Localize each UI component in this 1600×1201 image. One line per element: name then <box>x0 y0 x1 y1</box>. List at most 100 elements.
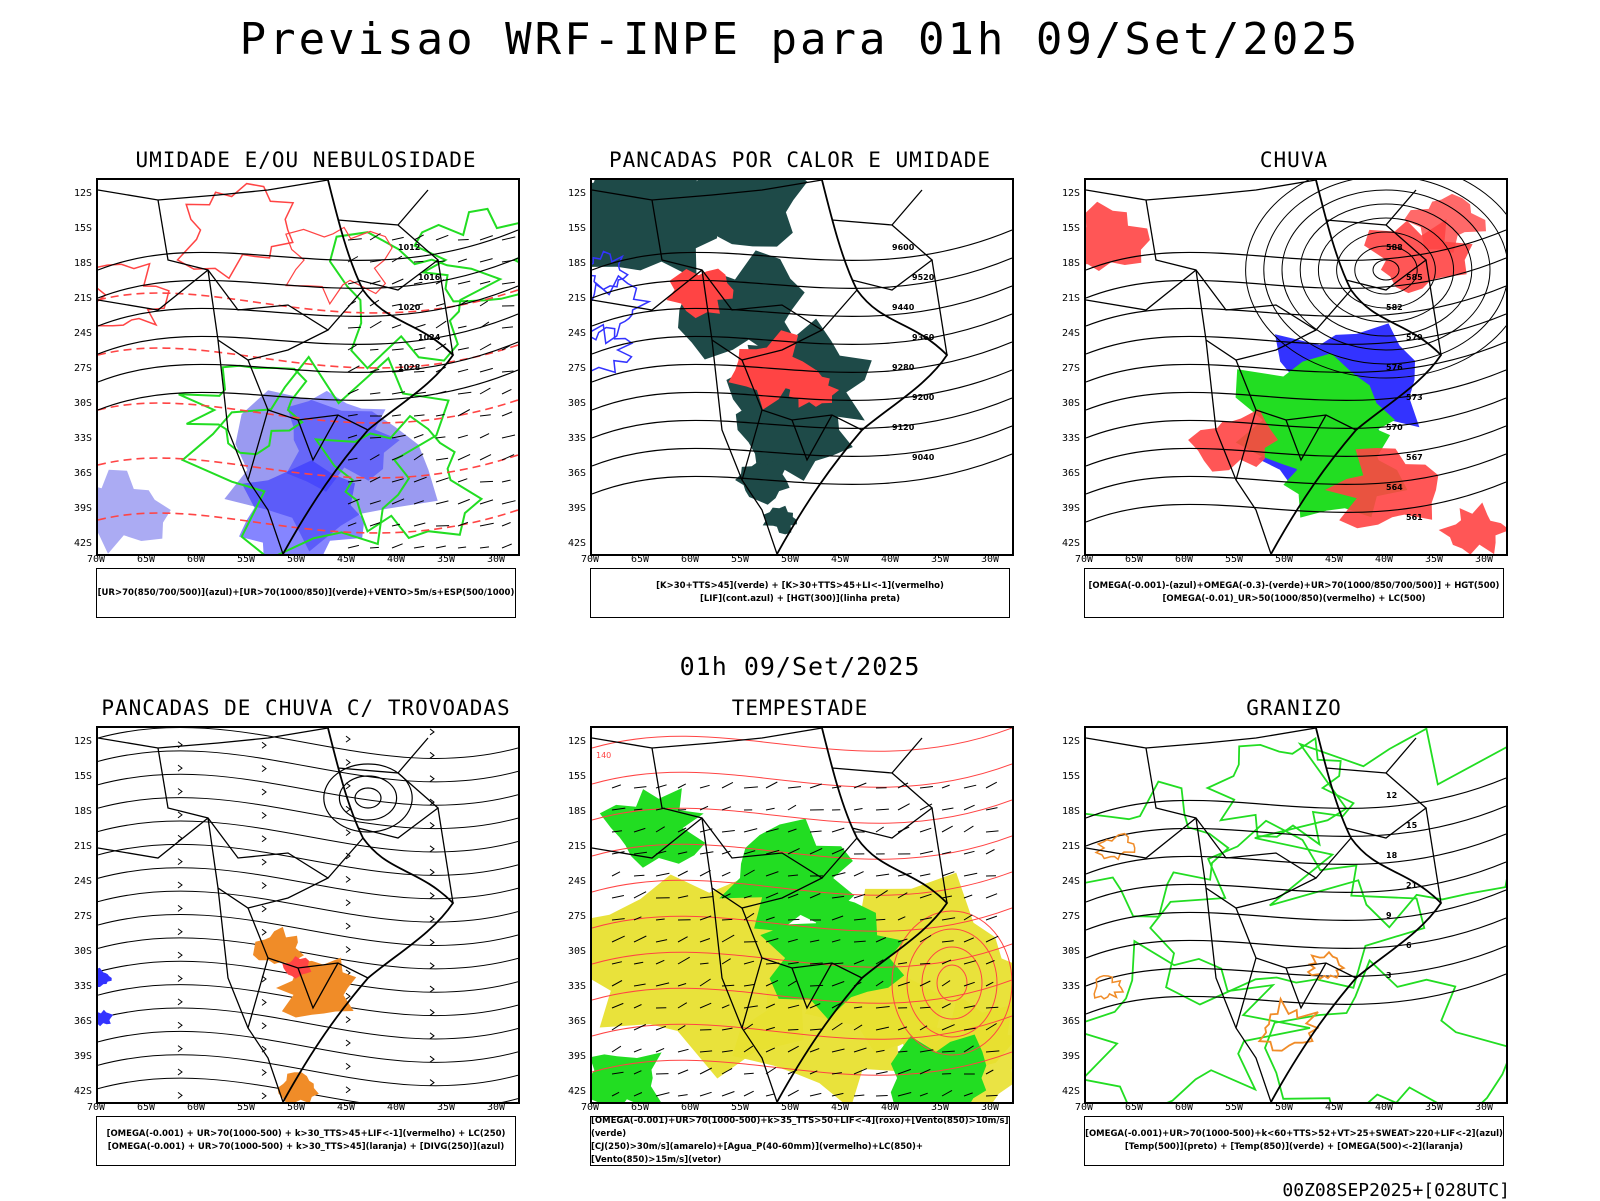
lat-tick-label: 15S <box>62 223 92 234</box>
lat-tick-label: 39S <box>62 503 92 514</box>
contour-label: 9120 <box>892 423 915 432</box>
streamline-arrow <box>430 776 434 782</box>
wind-vector <box>942 785 950 788</box>
lat-tick-label: 30S <box>1050 398 1080 409</box>
lon-tick-label: 65W <box>620 1102 660 1113</box>
streamline-arrow <box>430 822 434 828</box>
lon-tick-label: 40W <box>1364 554 1404 565</box>
wind-vector <box>876 827 884 832</box>
lon-tick-label: 60W <box>670 1102 710 1113</box>
wind-vector <box>414 348 425 350</box>
lat-tick-label: 33S <box>556 433 586 444</box>
streamline-arrow <box>178 929 182 935</box>
wind-vector <box>810 831 822 832</box>
wind-vector <box>458 435 468 438</box>
lon-tick-label: 60W <box>670 554 710 565</box>
streamline-arrow <box>346 993 350 999</box>
legend-line: [Temp(500)](preto) + [Temp(850)](verde) … <box>1125 1141 1463 1154</box>
border-line <box>1086 728 1316 748</box>
contour-label: 1028 <box>398 363 421 372</box>
legend-line: [K>30+TTS>45](verde) + [K>30+TTS>45+LI<-… <box>656 580 944 593</box>
lat-tick-label: 18S <box>556 258 586 269</box>
lat-tick-label: 27S <box>556 911 586 922</box>
wind-vector <box>502 412 512 416</box>
lat-tick-label: 27S <box>1050 911 1080 922</box>
contour-label: 9520 <box>912 273 935 282</box>
lat-tick-label: 36S <box>556 468 586 479</box>
streamline-arrow <box>262 742 266 748</box>
wind-vector <box>480 481 493 482</box>
contour-label: 585 <box>1406 273 1423 282</box>
border-line <box>1146 200 1351 330</box>
contour-label: 9200 <box>912 393 935 402</box>
wind-vector <box>920 874 930 876</box>
lon-tick-label: 45W <box>1314 1102 1354 1113</box>
lon-tick-label: 65W <box>1114 1102 1154 1113</box>
wind-vector <box>502 501 516 504</box>
lat-tick-label: 36S <box>62 468 92 479</box>
panel-title-pancadas-calor: PANCADAS POR CALOR E UMIDADE <box>590 148 1010 172</box>
streamline-arrow <box>178 999 182 1005</box>
isoline <box>1086 918 1506 958</box>
wind-vector <box>414 371 424 372</box>
wind-vector <box>458 259 467 262</box>
wind-vector <box>480 236 493 240</box>
panel-title-pancadas-trovoadas: PANCADAS DE CHUVA C/ TROVOADAS <box>96 696 516 720</box>
wind-vector <box>920 851 933 854</box>
lat-tick-label: 21S <box>62 841 92 852</box>
streamline-arrow <box>262 1093 266 1099</box>
wind-vector <box>436 501 448 504</box>
lat-tick-label: 30S <box>1050 946 1080 957</box>
lon-tick-label: 70W <box>570 1102 610 1113</box>
isoline <box>1086 806 1506 846</box>
streamline <box>98 821 518 852</box>
lon-tick-label: 65W <box>620 554 660 565</box>
streamline-arrow <box>430 963 434 969</box>
legend-line: [UR>70(850/700/500)](azul)+[UR>70(1000/8… <box>98 587 515 600</box>
lat-tick-label: 33S <box>556 981 586 992</box>
streamline-arrow <box>346 1040 350 1046</box>
wind-vector <box>986 916 997 920</box>
wind-vector <box>348 239 362 240</box>
contour-line <box>98 264 169 326</box>
legend-umidade: [UR>70(850/700/500)](azul)+[UR>70(1000/8… <box>96 568 516 618</box>
wind-vector <box>392 544 403 548</box>
streamline-arrow <box>430 986 434 992</box>
lon-tick-label: 35W <box>1414 554 1454 565</box>
lon-tick-label: 55W <box>226 1102 266 1113</box>
wind-vector <box>744 1073 754 1074</box>
wind-vector <box>744 1091 754 1096</box>
omega-contour-orange <box>1308 952 1344 979</box>
wind-vector <box>458 479 467 482</box>
wind-vector <box>436 437 445 438</box>
lat-tick-label: 24S <box>1050 876 1080 887</box>
border-line <box>1086 180 1316 200</box>
wind-vector <box>392 325 401 328</box>
streamline-arrow <box>430 846 434 852</box>
panel-title-granizo: GRANIZO <box>1084 696 1504 720</box>
legend-tempestade: [OMEGA(-0.001)+UR>70(1000-500)+k>35_TTS>… <box>590 1116 1010 1166</box>
streamline-arrow <box>346 830 350 836</box>
wind-vector <box>458 499 470 504</box>
lat-tick-label: 36S <box>556 1016 586 1027</box>
wind-vector <box>832 828 844 832</box>
legend-line: [CJ(250)>30m/s](amarelo)+[Agua_P(40-60mm… <box>591 1141 1009 1167</box>
lat-tick-label: 21S <box>556 293 586 304</box>
lon-tick-label: 50W <box>1264 1102 1304 1113</box>
lon-tick-label: 40W <box>1364 1102 1404 1113</box>
wind-vector <box>502 327 513 328</box>
wind-vector <box>876 809 889 810</box>
wind-vector <box>920 787 933 789</box>
lon-tick-label: 70W <box>1064 1102 1104 1113</box>
lat-tick-label: 27S <box>62 363 92 374</box>
lat-tick-label: 12S <box>62 188 92 199</box>
lat-tick-label: 36S <box>1050 1016 1080 1027</box>
streamline-arrow <box>178 859 182 865</box>
wind-vector <box>458 348 469 350</box>
legend-granizo: [OMEGA(-0.001)+UR>70(1000-500)+k<60+TTS>… <box>1084 1116 1504 1166</box>
lon-tick-label: 70W <box>76 554 116 565</box>
wind-vector <box>502 480 511 482</box>
lat-tick-label: 39S <box>556 503 586 514</box>
lat-tick-label: 42S <box>556 538 586 549</box>
wind-vector <box>634 1049 642 1052</box>
